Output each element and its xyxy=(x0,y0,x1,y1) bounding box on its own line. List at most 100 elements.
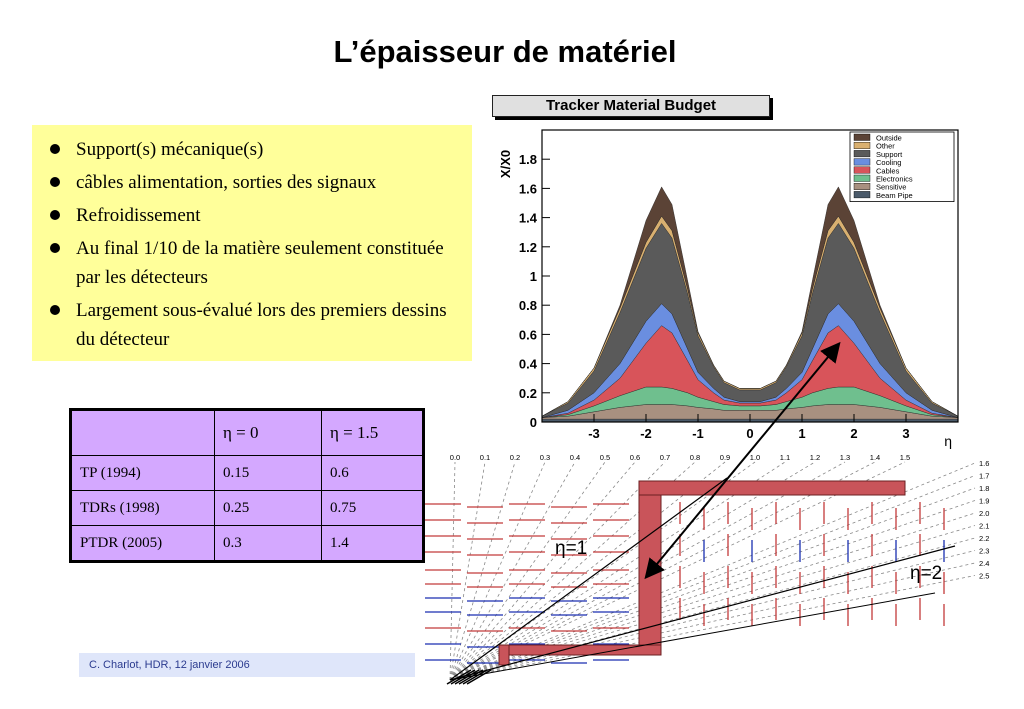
eta-top-label: 0.0 xyxy=(450,453,460,462)
eta-top-label: 0.6 xyxy=(630,453,640,462)
beam-pipe-hatch xyxy=(458,669,484,685)
bullet-item: Support(s) mécanique(s) xyxy=(50,135,460,164)
legend-label: Other xyxy=(876,142,895,151)
support-structure-top xyxy=(638,480,906,496)
eta-line xyxy=(449,575,976,681)
eta-line xyxy=(449,461,546,681)
eta-top-label: 1.5 xyxy=(900,453,910,462)
table-row: PTDR (2005) 0.3 1.4 xyxy=(70,525,424,562)
eta-boundary-line xyxy=(449,592,936,681)
annotation-eta1: η=1 xyxy=(555,538,587,559)
x-tick-label: 1 xyxy=(798,426,805,441)
x-tick-label: 0 xyxy=(746,426,753,441)
y-tick-label: 1.2 xyxy=(519,240,537,255)
tracker-layout-diagram: 0.0 0.1 0.2 0.3 0.4 0.5 0.6 0.7 0.8 0.9 1.0 1.1 1.2 1… xyxy=(425,453,989,685)
bullet-list: Support(s) mécanique(s) câbles alimentati… xyxy=(50,135,460,354)
table-row: TP (1994) 0.15 0.6 xyxy=(70,455,424,491)
eta-side-label: 1.8 xyxy=(979,484,989,493)
eta-top-label: 0.2 xyxy=(510,453,520,462)
eta-top-label: 0.5 xyxy=(600,453,610,462)
table-cell: 0.25 xyxy=(214,490,322,526)
eta-side-label: 2.0 xyxy=(979,509,989,518)
eta-top-label: 0.7 xyxy=(660,453,670,462)
table-cell: TDRs (1998) xyxy=(70,490,215,526)
table-cell: 0.75 xyxy=(321,490,424,526)
eta2-line xyxy=(449,545,956,681)
eta-line xyxy=(449,461,696,681)
legend-swatch xyxy=(853,191,871,199)
eta-side-label: 1.9 xyxy=(979,497,989,506)
legend-swatch xyxy=(853,174,871,182)
table-header-cell: η = 0 xyxy=(214,409,322,456)
y-axis-label: X/X0 xyxy=(498,150,513,178)
x-tick-label: -2 xyxy=(640,426,652,441)
page-title: L’épaisseur de matériel xyxy=(333,34,677,69)
x-tick-label: -1 xyxy=(692,426,704,441)
y-tick-label: 0 xyxy=(530,415,537,430)
legend-swatch xyxy=(853,133,871,141)
eta-top-label: 1.3 xyxy=(840,453,850,462)
table-cell: 1.4 xyxy=(321,525,424,562)
eta-line xyxy=(449,550,976,681)
table-cell: TP (1994) xyxy=(70,455,215,491)
beam-pipe-hatch xyxy=(454,669,480,685)
beam-pipe-hatch xyxy=(446,669,472,685)
footer-text: C. Charlot, HDR, 12 janvier 2006 xyxy=(79,653,415,677)
eta-top-label: 0.9 xyxy=(720,453,730,462)
legend-label: Support xyxy=(876,150,903,159)
table-cell: 0.3 xyxy=(214,525,322,562)
table-header-cell xyxy=(70,409,215,456)
y-tick-label: 0.2 xyxy=(519,386,537,401)
legend-swatch xyxy=(853,183,871,190)
legend-label: Sensitive xyxy=(876,183,906,192)
eta-top-label: 1.1 xyxy=(780,453,790,462)
legend-label: Electronics xyxy=(876,175,913,184)
y-tick-label: 0.4 xyxy=(519,357,538,372)
eta-top-label: 1.4 xyxy=(870,453,880,462)
eta-top-label: 1.2 xyxy=(810,453,820,462)
table-row: TDRs (1998) 0.25 0.75 xyxy=(70,490,424,526)
bullet-item: Refroidissement xyxy=(50,201,460,230)
eta-side-label: 2.2 xyxy=(979,534,989,543)
y-tick-label: 1 xyxy=(530,269,537,284)
eta-top-label: 0.4 xyxy=(570,453,580,462)
y-tick-label: 0.6 xyxy=(519,327,537,342)
table-header-cell: η = 1.5 xyxy=(321,409,424,456)
table-cell: PTDR (2005) xyxy=(70,525,215,562)
y-tick-label: 1.6 xyxy=(519,181,537,196)
beam-pipe-hatch xyxy=(450,669,476,685)
bullet-item: Largement sous-évalué lors des premiers … xyxy=(50,296,460,354)
table-cell: 0.15 xyxy=(214,455,322,491)
material-budget-chart: 0 0.2 0.4 0.6 0.8 1 1.2 1.4 1.6 1.8 -3 -2 -1 0 1 2 3 X/X0… xyxy=(498,129,959,449)
legend-label: Cooling xyxy=(876,158,901,167)
eta-top-label: 0.1 xyxy=(480,453,490,462)
legend-label: Beam Pipe xyxy=(876,191,913,200)
eta-line xyxy=(449,475,976,681)
support-structure-wall xyxy=(638,494,662,646)
eta-line xyxy=(449,461,726,681)
legend-label: Outside xyxy=(876,134,902,143)
support-structure-foot xyxy=(498,644,510,666)
eta-side-label: 1.6 xyxy=(979,459,989,468)
eta-side-label: 1.7 xyxy=(979,472,989,481)
legend-label: Cables xyxy=(876,166,900,175)
x-axis-label: η xyxy=(944,433,952,449)
beam-pipe-hatch xyxy=(462,669,488,685)
eta-line xyxy=(449,461,456,681)
bullet-box: Support(s) mécanique(s) câbles alimentati… xyxy=(32,125,472,361)
eta-top-label: 0.8 xyxy=(690,453,700,462)
eta-side-label: 2.1 xyxy=(979,522,989,531)
table-cell: 0.6 xyxy=(321,455,424,491)
x-tick-label: 3 xyxy=(902,426,909,441)
legend-swatch xyxy=(853,142,871,149)
legend-swatch xyxy=(853,166,871,174)
eta-top-label: 1.0 xyxy=(750,453,760,462)
bullet-item: câbles alimentation, sorties des signaux xyxy=(50,168,460,197)
eta-side-label: 2.4 xyxy=(979,559,989,568)
y-tick-label: 1.8 xyxy=(519,152,537,167)
eta-side-label: 2.3 xyxy=(979,547,989,556)
eta-line xyxy=(449,461,786,681)
x-tick-label: 2 xyxy=(850,426,857,441)
legend-swatch xyxy=(853,150,871,158)
